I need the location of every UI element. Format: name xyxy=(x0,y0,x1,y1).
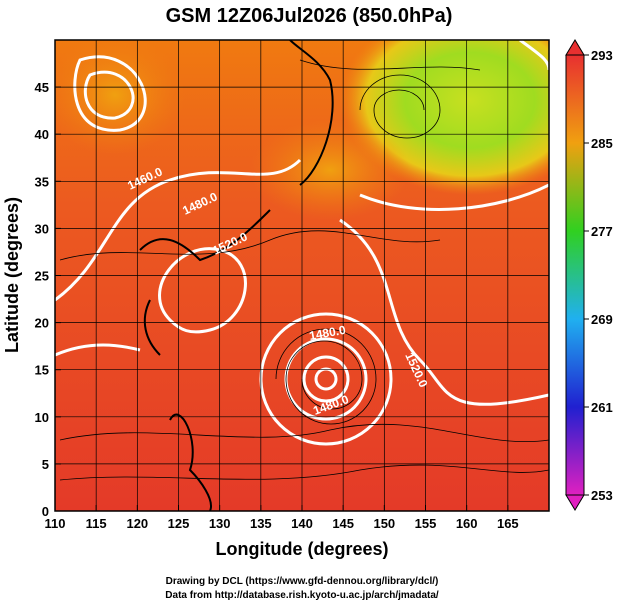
y-tick-label: 10 xyxy=(35,410,49,425)
colorbar-tick-label: 253 xyxy=(591,488,613,503)
x-tick-label: 110 xyxy=(45,516,66,531)
y-tick-label: 15 xyxy=(35,363,49,378)
footer: Drawing by DCL (https://www.gfd-dennou.o… xyxy=(166,576,439,587)
y-tick-label: 20 xyxy=(35,316,49,331)
y-tick-label: 25 xyxy=(35,269,49,284)
x-tick-label: 165 xyxy=(497,516,519,531)
colorbar-top xyxy=(565,39,585,56)
y-axis-label: Latitude (degrees) xyxy=(2,197,22,353)
y-tick-label: 30 xyxy=(35,221,49,236)
y-tick-label: 40 xyxy=(35,127,49,142)
x-tick-label: 155 xyxy=(415,516,437,531)
contours xyxy=(55,40,549,446)
colorbar-bar xyxy=(565,54,585,496)
x-axis-label: Longitude (degrees) xyxy=(215,539,388,559)
colorbar xyxy=(565,39,585,511)
x-tick-label: 120 xyxy=(126,516,148,531)
colorbar-tick-label: 269 xyxy=(591,312,613,327)
field xyxy=(55,40,549,511)
coastlines xyxy=(139,40,334,511)
x-tick-label: 160 xyxy=(456,516,478,531)
y-tick-label: 45 xyxy=(35,80,49,95)
colorbar-bottom xyxy=(565,494,585,511)
x-tick-label: 140 xyxy=(291,516,313,531)
x-tick-label: 145 xyxy=(332,516,354,531)
streamlines xyxy=(59,59,549,481)
footer: Data from http://database.rish.kyoto-u.a… xyxy=(165,590,439,601)
y-tick-label: 0 xyxy=(42,504,49,519)
colorbar-tick-label: 277 xyxy=(591,224,613,239)
x-tick-label: 115 xyxy=(86,516,107,531)
x-tick-label: 150 xyxy=(373,516,395,531)
title: GSM 12Z06Jul2026 (850.0hPa) xyxy=(166,5,453,27)
x-tick-label: 135 xyxy=(250,516,272,531)
x-tick-label: 125 xyxy=(168,516,190,531)
contour-label: 1480.0 xyxy=(308,323,347,343)
colorbar-tick-label: 293 xyxy=(591,48,613,63)
colorbar-tick-label: 261 xyxy=(591,400,613,415)
colorbar-tick-label: 285 xyxy=(591,136,613,151)
y-tick-label: 35 xyxy=(35,174,49,189)
x-tick-label: 130 xyxy=(209,516,231,531)
y-tick-label: 5 xyxy=(42,457,49,472)
